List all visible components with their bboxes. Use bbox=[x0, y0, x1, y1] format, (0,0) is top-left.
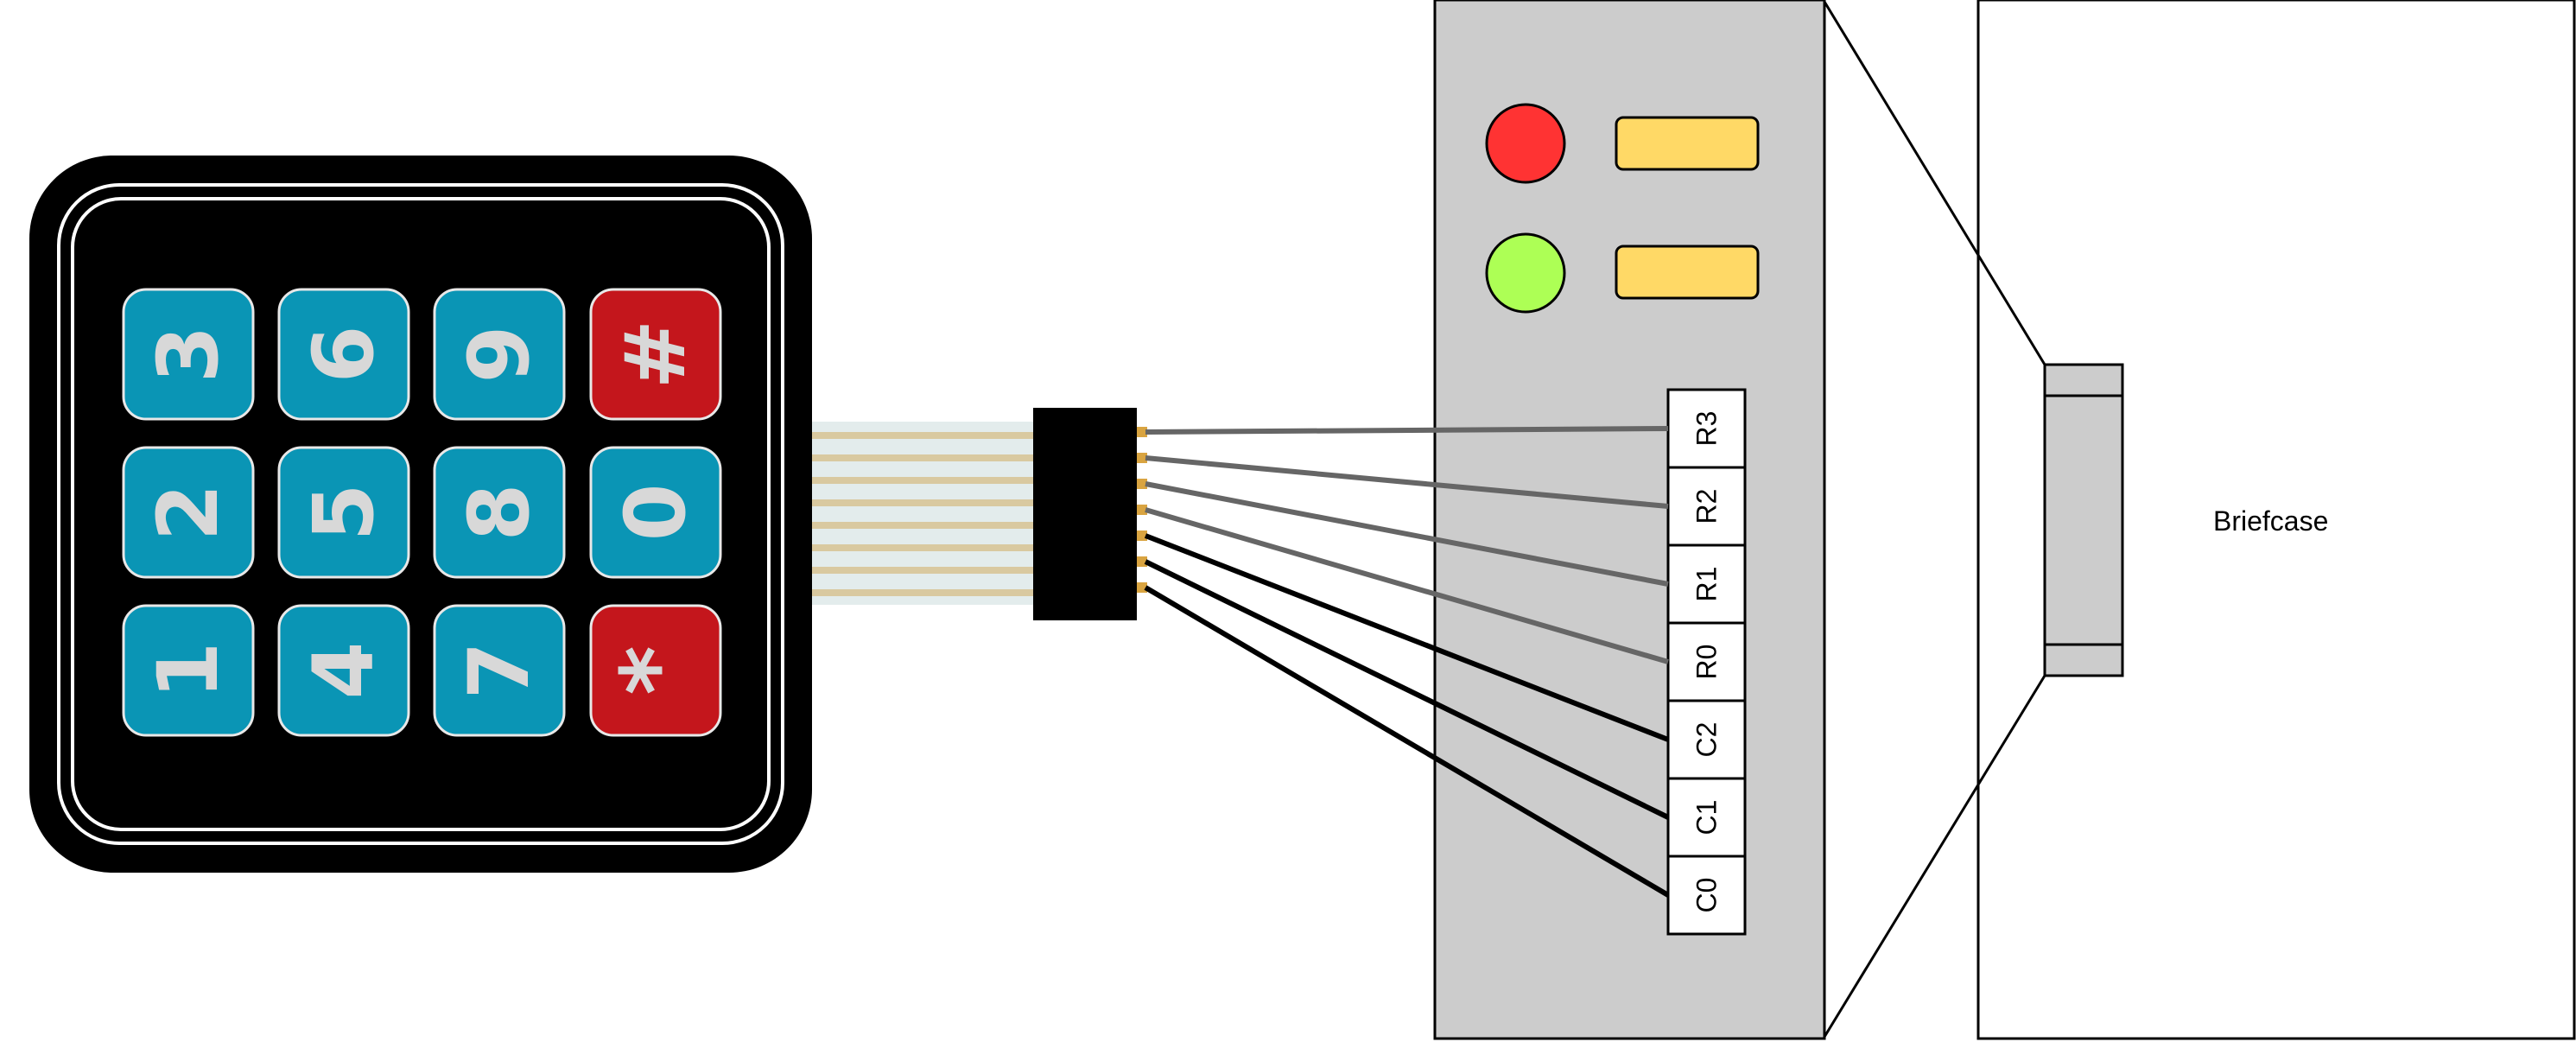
pin-r2: R2 bbox=[1666, 466, 1747, 547]
red-status-display bbox=[1615, 116, 1760, 171]
key-7[interactable]: 7 bbox=[433, 604, 566, 737]
pin-header: R3 R2 R1 R0 C2 C1 C0 bbox=[1666, 388, 1747, 936]
connector-pin bbox=[1137, 479, 1147, 489]
pin-r0: R0 bbox=[1666, 621, 1747, 702]
zoom-line-bottom bbox=[1823, 675, 2046, 1038]
briefcase: Briefcase bbox=[1823, 0, 2576, 1040]
key-label: 0 bbox=[607, 484, 704, 542]
key-cap[interactable] bbox=[122, 604, 255, 737]
keypad-bezel-outer bbox=[57, 183, 784, 845]
connector-pins bbox=[1137, 427, 1147, 593]
key-cap[interactable] bbox=[433, 604, 566, 737]
key-8[interactable]: 8 bbox=[433, 446, 566, 579]
key-label: 1 bbox=[140, 642, 237, 700]
keypad-bezel-inner bbox=[71, 197, 771, 831]
pin-r3: R3 bbox=[1666, 388, 1747, 469]
pin-label: C2 bbox=[1691, 722, 1723, 758]
key-*[interactable]: * bbox=[589, 604, 722, 737]
wire-r3 bbox=[1145, 426, 1669, 435]
ribbon-conductor bbox=[809, 432, 1035, 439]
wire-r1 bbox=[1145, 481, 1669, 587]
pin-label: R1 bbox=[1691, 567, 1723, 602]
wire-c1 bbox=[1144, 559, 1670, 820]
key-label: 5 bbox=[295, 484, 392, 542]
key-#[interactable]: # bbox=[589, 288, 722, 421]
wire-c2 bbox=[1144, 533, 1670, 742]
pin-cell bbox=[1666, 855, 1747, 936]
ribbon-conductor bbox=[809, 477, 1035, 484]
pin-label: R2 bbox=[1691, 489, 1723, 524]
key-cap[interactable] bbox=[277, 604, 410, 737]
key-label: 2 bbox=[140, 484, 237, 542]
key-2[interactable]: 2 bbox=[122, 446, 255, 579]
ribbon-cable bbox=[809, 422, 1035, 605]
key-cap[interactable] bbox=[122, 288, 255, 421]
pin-cell bbox=[1666, 466, 1747, 547]
connector-pin bbox=[1137, 531, 1147, 541]
key-5[interactable]: 5 bbox=[277, 446, 410, 579]
keypad: 3 6 9 #2 5 8 0 1 4 7 * bbox=[29, 156, 1035, 873]
key-0[interactable]: 0 bbox=[589, 446, 722, 579]
key-label: 6 bbox=[295, 326, 392, 384]
pin-label: R3 bbox=[1691, 411, 1723, 447]
connector-pin bbox=[1137, 505, 1147, 515]
connector-housing bbox=[1033, 408, 1137, 620]
ribbon-conductor bbox=[809, 522, 1035, 529]
pin-c0: C0 bbox=[1666, 855, 1747, 936]
ribbon-stripes bbox=[809, 432, 1035, 596]
connector-pin bbox=[1137, 556, 1147, 567]
key-4[interactable]: 4 bbox=[277, 604, 410, 737]
key-cap[interactable] bbox=[277, 288, 410, 421]
pin-label: R0 bbox=[1691, 645, 1723, 680]
ribbon-conductor bbox=[809, 589, 1035, 596]
key-1[interactable]: 1 bbox=[122, 604, 255, 737]
key-cap[interactable] bbox=[589, 604, 722, 737]
briefcase-label: Briefcase bbox=[2213, 505, 2328, 537]
wire-r0 bbox=[1145, 507, 1669, 664]
controller-panel: R3 R2 R1 R0 C2 C1 C0 bbox=[1433, 0, 1826, 1040]
key-label: 7 bbox=[451, 642, 548, 700]
key-label: # bbox=[607, 320, 704, 389]
key-label: 4 bbox=[295, 642, 392, 700]
briefcase-slot bbox=[2043, 363, 2124, 677]
green-status-display bbox=[1615, 245, 1760, 300]
ribbon-conductor bbox=[809, 567, 1035, 574]
ribbon-conductor bbox=[809, 454, 1035, 461]
key-label: 9 bbox=[451, 326, 548, 384]
wire-c0 bbox=[1144, 585, 1670, 898]
pin-c2: C2 bbox=[1666, 699, 1747, 780]
key-cap[interactable] bbox=[589, 288, 722, 421]
pin-cell bbox=[1666, 621, 1747, 702]
keypad-keys: 3 6 9 #2 5 8 0 1 4 7 * bbox=[122, 288, 722, 737]
key-label: 8 bbox=[451, 484, 548, 542]
green-led bbox=[1485, 232, 1566, 314]
connector bbox=[1033, 408, 1147, 620]
key-label: 3 bbox=[140, 326, 237, 384]
red-led bbox=[1485, 103, 1566, 184]
key-3[interactable]: 3 bbox=[122, 288, 255, 421]
key-6[interactable]: 6 bbox=[277, 288, 410, 421]
pin-label: C0 bbox=[1691, 878, 1723, 913]
key-cap[interactable] bbox=[433, 288, 566, 421]
key-cap[interactable] bbox=[122, 446, 255, 579]
pin-c1: C1 bbox=[1666, 777, 1747, 858]
pin-r1: R1 bbox=[1666, 543, 1747, 625]
wire-r2 bbox=[1145, 455, 1669, 509]
connector-pin bbox=[1137, 427, 1147, 437]
wires bbox=[1144, 426, 1670, 898]
pin-label: C1 bbox=[1691, 800, 1723, 836]
connector-pin bbox=[1137, 453, 1147, 463]
key-cap[interactable] bbox=[433, 446, 566, 579]
zoom-line-top bbox=[1823, 1, 2046, 365]
key-cap[interactable] bbox=[589, 446, 722, 579]
ribbon-conductor bbox=[809, 499, 1035, 506]
key-label: * bbox=[600, 645, 711, 696]
connector-pin bbox=[1137, 582, 1147, 593]
pin-cell bbox=[1666, 777, 1747, 858]
ribbon-conductor bbox=[809, 544, 1035, 551]
key-9[interactable]: 9 bbox=[433, 288, 566, 421]
key-cap[interactable] bbox=[277, 446, 410, 579]
